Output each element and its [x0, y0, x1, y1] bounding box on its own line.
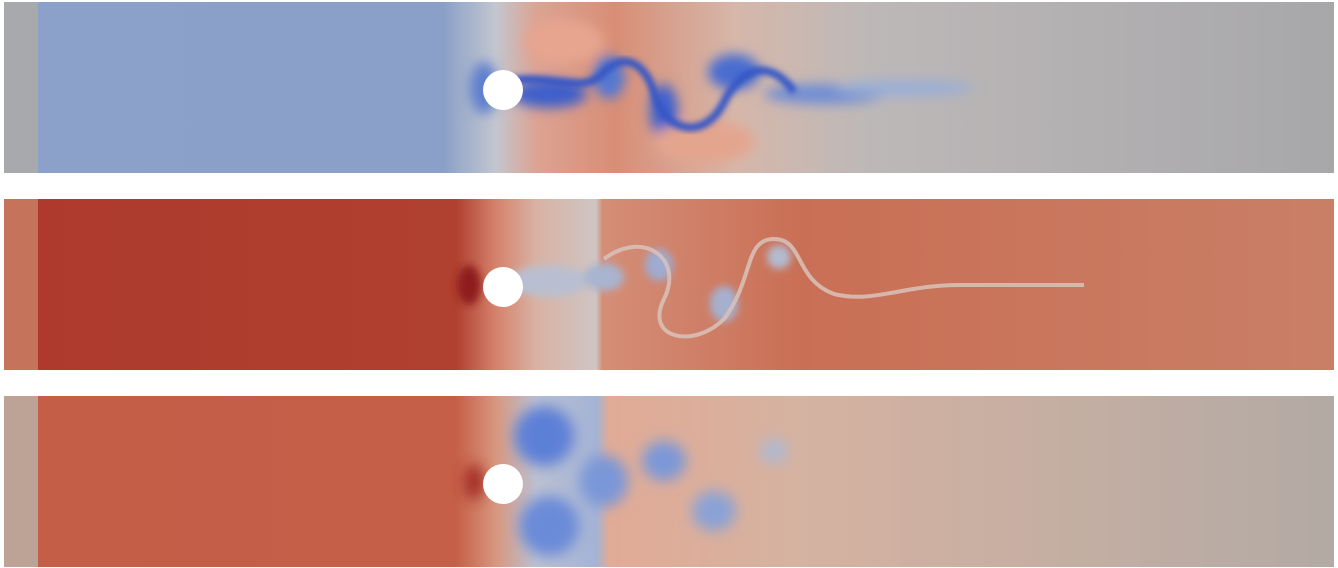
- wake-vortices: [470, 20, 974, 164]
- wake-patches: [464, 406, 788, 556]
- inlet-strip: [4, 2, 38, 173]
- flow-field-image-3: [4, 396, 1334, 567]
- flow-field-image-2: [4, 199, 1334, 370]
- inlet-strip: [4, 396, 38, 567]
- flow-field-panel-3: [4, 396, 1334, 567]
- cylinder-obstacle: [483, 267, 523, 307]
- flow-field-image-1: [4, 2, 1334, 173]
- field-background: [4, 396, 1334, 567]
- cylinder-obstacle: [483, 464, 523, 504]
- inlet-strip: [4, 199, 38, 370]
- cylinder-obstacle: [483, 70, 523, 110]
- flow-field-panel-2: [4, 199, 1334, 370]
- flow-field-panel-1: [4, 2, 1334, 173]
- wake-vortices: [457, 245, 791, 322]
